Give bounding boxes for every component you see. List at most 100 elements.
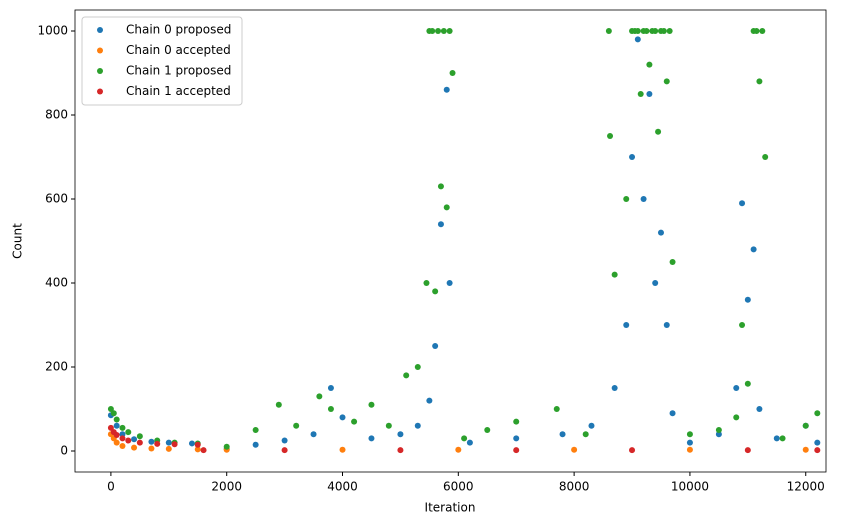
- point: [652, 28, 659, 34]
- y-tick-label: 0: [60, 444, 68, 458]
- point: [739, 322, 746, 328]
- point: [634, 36, 641, 43]
- x-tick-label: 4000: [327, 480, 358, 494]
- point: [753, 28, 760, 34]
- point: [437, 183, 444, 190]
- point: [634, 28, 641, 34]
- point: [194, 441, 201, 448]
- legend-marker: [97, 47, 103, 54]
- point: [773, 435, 780, 442]
- point: [252, 427, 259, 433]
- point: [605, 28, 612, 34]
- point: [646, 61, 653, 68]
- point: [646, 91, 653, 97]
- point: [119, 431, 126, 438]
- point: [814, 410, 821, 417]
- point: [414, 364, 421, 370]
- point: [663, 322, 670, 328]
- y-tick-label: 200: [45, 360, 68, 374]
- y-axis-label: Count: [11, 223, 25, 259]
- point: [814, 447, 821, 454]
- point: [107, 424, 114, 431]
- legend-label: Chain 0 proposed: [126, 23, 231, 37]
- point: [623, 196, 630, 202]
- point: [131, 444, 138, 451]
- point: [165, 445, 172, 452]
- point: [443, 204, 450, 211]
- point: [762, 154, 769, 160]
- point: [484, 427, 491, 433]
- point: [461, 435, 468, 442]
- point: [426, 397, 433, 404]
- point: [423, 280, 430, 286]
- y-tick-label: 1000: [37, 24, 68, 38]
- point: [165, 439, 172, 446]
- point: [429, 28, 436, 34]
- point: [171, 441, 178, 448]
- point: [188, 440, 195, 447]
- point: [125, 429, 132, 436]
- point: [119, 435, 126, 442]
- point: [588, 422, 595, 429]
- point: [779, 435, 786, 442]
- point: [119, 442, 126, 449]
- point: [125, 437, 132, 444]
- x-tick-label: 10000: [671, 480, 709, 494]
- point: [119, 424, 126, 431]
- point: [440, 28, 447, 34]
- legend-box: [81, 16, 243, 106]
- x-tick-label: 0: [107, 480, 115, 494]
- point: [466, 439, 473, 446]
- point: [113, 432, 120, 439]
- x-tick-label: 12000: [787, 480, 825, 494]
- point: [110, 410, 117, 417]
- point: [611, 385, 618, 391]
- point: [669, 259, 676, 265]
- point: [756, 406, 763, 412]
- point: [351, 418, 358, 425]
- point: [293, 422, 300, 429]
- point: [414, 422, 421, 429]
- point: [432, 343, 439, 349]
- point: [327, 406, 334, 412]
- point: [744, 447, 751, 454]
- point: [513, 447, 520, 454]
- point: [113, 416, 120, 423]
- point: [310, 431, 317, 438]
- point: [113, 439, 120, 446]
- point: [611, 271, 618, 278]
- point: [385, 422, 392, 429]
- point: [715, 431, 722, 438]
- point: [403, 372, 410, 379]
- point: [663, 78, 670, 85]
- point: [397, 431, 404, 438]
- point: [637, 91, 644, 97]
- point: [435, 28, 442, 34]
- point: [759, 28, 766, 34]
- plot-frame: [74, 9, 827, 473]
- point: [686, 439, 693, 446]
- point: [339, 446, 346, 453]
- point: [733, 385, 740, 391]
- point: [686, 431, 693, 438]
- point: [368, 401, 375, 408]
- point: [136, 433, 143, 440]
- legend-label: Chain 0 accepted: [126, 43, 231, 57]
- point: [660, 28, 667, 34]
- point: [571, 446, 578, 453]
- legend-label: Chain 1 proposed: [126, 64, 231, 78]
- point: [136, 439, 143, 446]
- point: [339, 414, 346, 421]
- point: [629, 447, 636, 454]
- point: [397, 447, 404, 454]
- point: [113, 422, 120, 429]
- point: [640, 196, 647, 202]
- point: [643, 28, 650, 34]
- point: [715, 427, 722, 433]
- legend-marker: [97, 27, 103, 33]
- point: [327, 385, 334, 391]
- point: [252, 441, 259, 448]
- point: [750, 246, 757, 253]
- point: [455, 446, 462, 453]
